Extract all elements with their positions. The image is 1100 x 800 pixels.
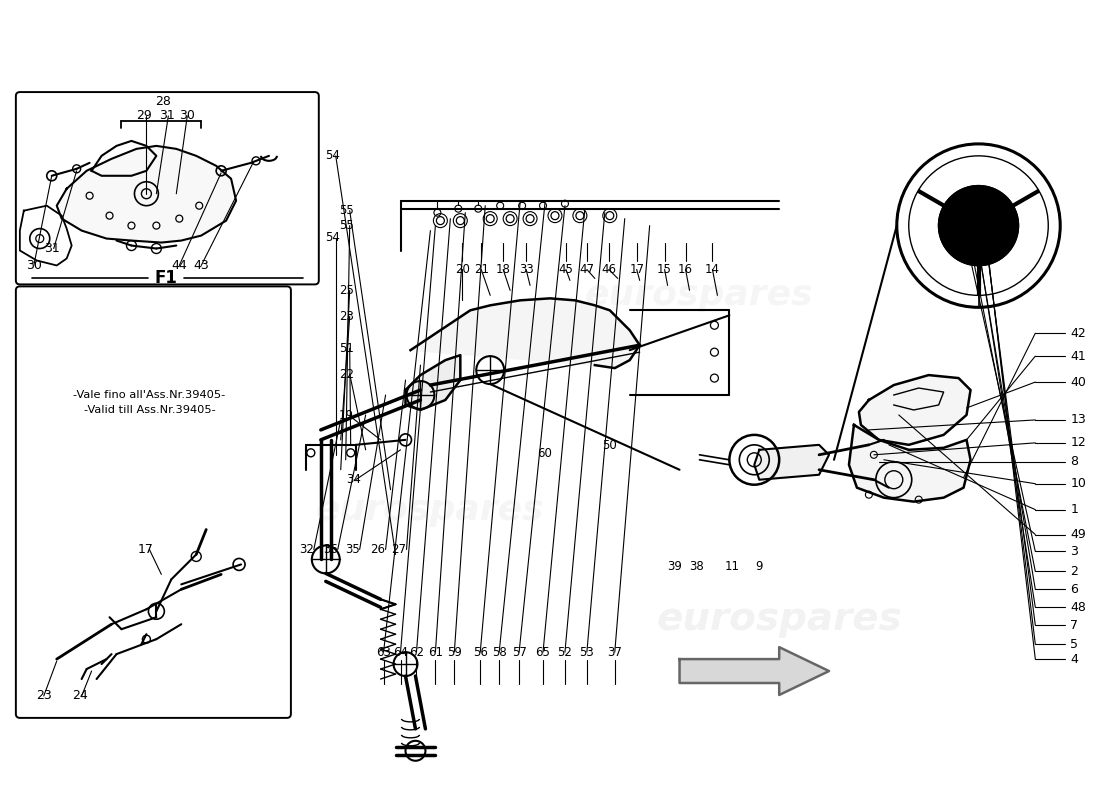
Text: 30: 30 xyxy=(179,110,195,122)
Text: eurospares: eurospares xyxy=(585,278,814,312)
Text: 44: 44 xyxy=(172,259,187,272)
Text: 13: 13 xyxy=(1070,414,1086,426)
Text: 8: 8 xyxy=(1070,455,1078,468)
Text: 30: 30 xyxy=(26,259,42,272)
Text: 25: 25 xyxy=(339,284,354,297)
Text: 11: 11 xyxy=(725,560,740,573)
Text: 57: 57 xyxy=(512,646,527,658)
Text: 48: 48 xyxy=(1070,601,1086,614)
FancyBboxPatch shape xyxy=(15,92,319,285)
Polygon shape xyxy=(849,425,970,502)
Text: 63: 63 xyxy=(376,646,390,658)
Text: 42: 42 xyxy=(1070,326,1086,340)
Text: -Valid till Ass.Nr.39405-: -Valid till Ass.Nr.39405- xyxy=(84,405,216,415)
Text: 28: 28 xyxy=(155,94,172,107)
Text: 35: 35 xyxy=(345,543,360,556)
Polygon shape xyxy=(57,146,236,242)
Polygon shape xyxy=(859,375,970,445)
Text: 29: 29 xyxy=(136,110,152,122)
Text: 41: 41 xyxy=(1070,350,1086,362)
Text: 14: 14 xyxy=(705,263,719,276)
Circle shape xyxy=(957,204,1000,247)
Text: 46: 46 xyxy=(602,263,616,276)
Text: -Vale fino all'Ass.Nr.39405-: -Vale fino all'Ass.Nr.39405- xyxy=(74,390,226,400)
Text: 59: 59 xyxy=(447,646,462,658)
Text: 22: 22 xyxy=(339,367,354,381)
Text: 51: 51 xyxy=(339,342,354,354)
Text: 17: 17 xyxy=(138,543,153,556)
Text: 20: 20 xyxy=(455,263,470,276)
Polygon shape xyxy=(410,298,640,368)
Text: 9: 9 xyxy=(756,560,763,573)
Text: 54: 54 xyxy=(324,150,340,162)
FancyBboxPatch shape xyxy=(15,286,290,718)
Text: 56: 56 xyxy=(473,646,487,658)
Text: 3: 3 xyxy=(1070,545,1078,558)
Text: 23: 23 xyxy=(36,690,52,702)
Text: 31: 31 xyxy=(44,242,59,255)
Text: 15: 15 xyxy=(657,263,672,276)
Text: 43: 43 xyxy=(194,259,209,272)
Text: 61: 61 xyxy=(428,646,443,658)
Text: 64: 64 xyxy=(393,646,408,658)
Text: 21: 21 xyxy=(474,263,488,276)
Text: 26: 26 xyxy=(371,543,386,556)
Text: 18: 18 xyxy=(496,263,510,276)
Text: 52: 52 xyxy=(558,646,572,658)
Text: eurospares: eurospares xyxy=(316,493,544,526)
Text: 39: 39 xyxy=(667,560,682,573)
Text: 62: 62 xyxy=(409,646,424,658)
Text: 7: 7 xyxy=(1070,618,1078,632)
Text: 47: 47 xyxy=(580,263,594,276)
Text: 36: 36 xyxy=(323,543,338,556)
Text: 54: 54 xyxy=(324,231,340,244)
Text: 33: 33 xyxy=(519,263,534,276)
Text: 34: 34 xyxy=(345,474,361,486)
Circle shape xyxy=(938,186,1019,266)
Text: 16: 16 xyxy=(678,263,693,276)
Text: 6: 6 xyxy=(1070,583,1078,596)
Text: 1: 1 xyxy=(1070,503,1078,516)
Text: 60: 60 xyxy=(538,447,552,460)
Text: 23: 23 xyxy=(339,310,354,322)
Text: 2: 2 xyxy=(1070,565,1078,578)
Polygon shape xyxy=(680,647,829,695)
Text: 17: 17 xyxy=(629,263,645,276)
Text: 45: 45 xyxy=(559,263,573,276)
Text: 40: 40 xyxy=(1070,375,1086,389)
Text: 31: 31 xyxy=(160,110,175,122)
Text: 24: 24 xyxy=(72,690,88,702)
Text: 5: 5 xyxy=(1070,638,1078,650)
Text: 12: 12 xyxy=(1070,436,1086,450)
Text: 58: 58 xyxy=(492,646,507,658)
Text: 19: 19 xyxy=(339,410,354,422)
Text: 55: 55 xyxy=(339,204,354,217)
Text: 65: 65 xyxy=(536,646,550,658)
Text: eurospares: eurospares xyxy=(657,600,902,638)
Text: 55: 55 xyxy=(339,219,354,232)
Text: 38: 38 xyxy=(689,560,704,573)
Polygon shape xyxy=(755,445,829,480)
Polygon shape xyxy=(406,355,460,410)
Text: F1: F1 xyxy=(155,270,178,287)
Text: 27: 27 xyxy=(392,543,407,556)
Text: 4: 4 xyxy=(1070,653,1078,666)
Text: 49: 49 xyxy=(1070,528,1086,541)
Text: 32: 32 xyxy=(299,543,314,556)
Text: 10: 10 xyxy=(1070,478,1086,490)
Text: 50: 50 xyxy=(603,439,617,452)
Text: 53: 53 xyxy=(580,646,594,658)
Text: 37: 37 xyxy=(607,646,623,658)
